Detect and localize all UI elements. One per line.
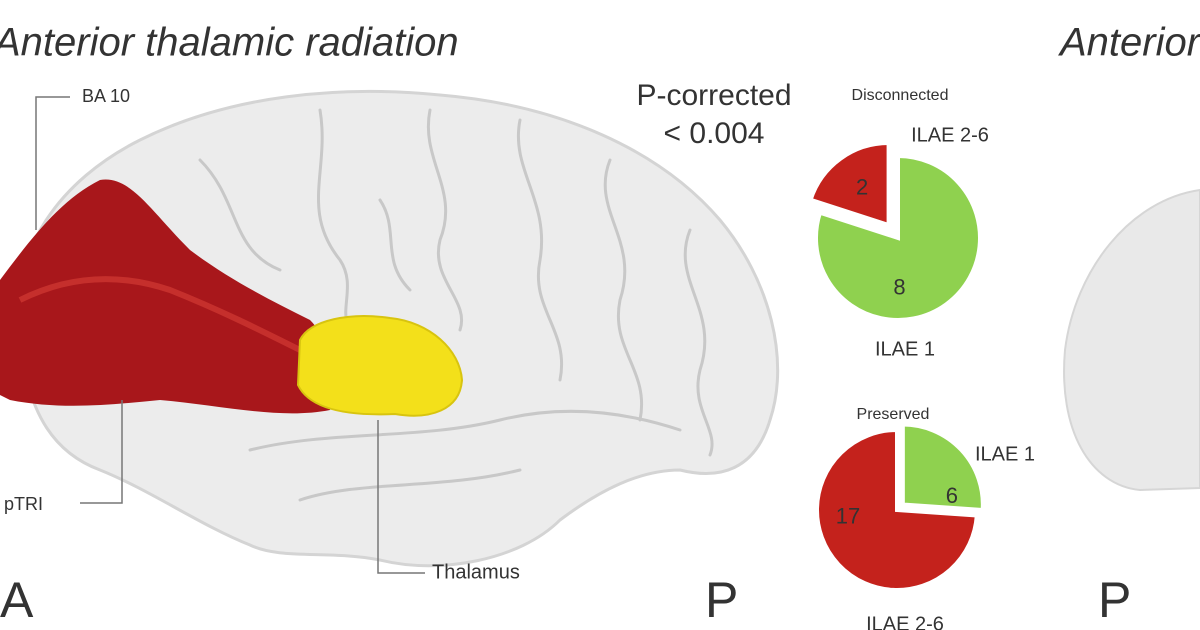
leader-line	[35, 96, 70, 230]
pie-slice	[900, 422, 985, 513]
pie-slice	[815, 427, 979, 592]
category-label: ILAE 2-6	[866, 613, 944, 630]
data-label: 2	[856, 174, 868, 199]
data-label: 6	[946, 483, 958, 508]
stat-value: < 0.004	[664, 117, 765, 150]
thalamus	[296, 315, 464, 417]
category-label: ILAE 1	[975, 443, 1035, 465]
orientation-label: A	[0, 572, 34, 628]
pie-title: Disconnected	[852, 87, 949, 104]
label: pTRI	[4, 494, 43, 514]
label: Thalamus	[432, 561, 520, 583]
pie-slice	[808, 141, 891, 228]
label: BA 10	[82, 86, 130, 106]
stat-label: P-corrected	[636, 79, 791, 112]
leader-line	[80, 400, 123, 504]
category-label: ILAE 2-6	[911, 124, 989, 146]
leader-line	[377, 420, 425, 574]
orientation-label: P	[705, 572, 738, 628]
panel-title: Anterior thalamic radiation	[1058, 21, 1200, 65]
data-label: 8	[893, 275, 905, 300]
tract-fibers	[18, 276, 302, 353]
pie-slice	[814, 153, 982, 322]
category-label: ILAE 1	[875, 338, 935, 360]
pie-title: Preserved	[857, 406, 930, 423]
data-label: 17	[836, 503, 860, 528]
orientation-label: P	[1098, 572, 1131, 628]
tract	[0, 179, 334, 414]
brain-fragment	[1063, 188, 1200, 492]
panel-title: Anterior thalamic radiation	[0, 21, 459, 65]
